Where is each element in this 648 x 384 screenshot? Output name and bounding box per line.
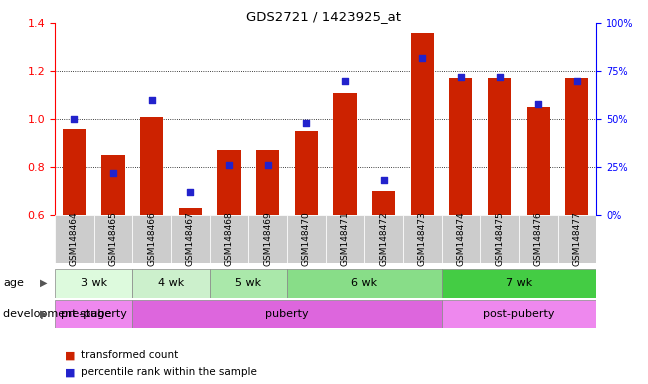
Bar xyxy=(256,150,279,215)
Bar xyxy=(63,129,86,215)
Text: 5 wk: 5 wk xyxy=(235,278,261,288)
Text: pre-puberty: pre-puberty xyxy=(61,309,126,319)
Bar xyxy=(527,107,550,215)
Bar xyxy=(333,93,356,215)
Bar xyxy=(287,269,441,298)
Point xyxy=(185,189,196,195)
Text: GDS2721 / 1423925_at: GDS2721 / 1423925_at xyxy=(246,10,402,23)
Text: age: age xyxy=(3,278,24,288)
Point xyxy=(301,120,312,126)
Text: GSM148470: GSM148470 xyxy=(302,212,311,266)
Bar xyxy=(179,208,202,215)
Point xyxy=(494,74,505,80)
Text: GSM148474: GSM148474 xyxy=(456,212,465,266)
Bar xyxy=(94,215,132,263)
Bar xyxy=(557,215,596,263)
Bar xyxy=(325,215,364,263)
Bar xyxy=(295,131,318,215)
Text: ▶: ▶ xyxy=(40,309,48,319)
Text: development stage: development stage xyxy=(3,309,111,319)
Bar xyxy=(248,215,287,263)
Point xyxy=(533,101,544,107)
Point xyxy=(572,78,582,84)
Bar xyxy=(210,269,287,298)
Bar xyxy=(441,300,596,328)
Bar xyxy=(55,269,132,298)
Point xyxy=(224,162,234,168)
Point xyxy=(69,116,80,122)
Text: GSM148476: GSM148476 xyxy=(534,212,542,266)
Text: percentile rank within the sample: percentile rank within the sample xyxy=(81,367,257,377)
Bar xyxy=(55,300,132,328)
Bar xyxy=(217,150,240,215)
Text: 4 wk: 4 wk xyxy=(158,278,184,288)
Bar xyxy=(449,78,472,215)
Bar xyxy=(488,78,511,215)
Point xyxy=(262,162,273,168)
Bar xyxy=(132,215,171,263)
Text: GSM148469: GSM148469 xyxy=(263,212,272,266)
Bar xyxy=(102,155,124,215)
Bar xyxy=(519,215,557,263)
Text: 6 wk: 6 wk xyxy=(351,278,377,288)
Text: GSM148464: GSM148464 xyxy=(70,212,79,266)
Bar xyxy=(441,215,480,263)
Bar xyxy=(140,117,163,215)
Bar xyxy=(565,78,588,215)
Text: ■: ■ xyxy=(65,367,75,377)
Point xyxy=(417,55,428,61)
Point xyxy=(378,177,389,184)
Bar xyxy=(287,215,325,263)
Text: ■: ■ xyxy=(65,350,75,360)
Text: 7 wk: 7 wk xyxy=(505,278,532,288)
Text: GSM148467: GSM148467 xyxy=(186,212,195,266)
Text: post-puberty: post-puberty xyxy=(483,309,555,319)
Bar xyxy=(403,215,441,263)
Bar xyxy=(411,33,434,215)
Text: GSM148475: GSM148475 xyxy=(495,212,504,266)
Bar xyxy=(210,215,248,263)
Bar xyxy=(132,300,441,328)
Text: GSM148468: GSM148468 xyxy=(224,212,233,266)
Point xyxy=(108,170,118,176)
Point xyxy=(456,74,466,80)
Text: GSM148466: GSM148466 xyxy=(147,212,156,266)
Text: GSM148473: GSM148473 xyxy=(418,212,427,266)
Bar xyxy=(55,215,94,263)
Bar xyxy=(364,215,403,263)
Bar xyxy=(171,215,210,263)
Bar xyxy=(372,191,395,215)
Bar xyxy=(441,269,596,298)
Text: puberty: puberty xyxy=(265,309,309,319)
Text: GSM148477: GSM148477 xyxy=(572,212,581,266)
Bar xyxy=(132,269,210,298)
Point xyxy=(340,78,350,84)
Bar xyxy=(480,215,519,263)
Text: transformed count: transformed count xyxy=(81,350,178,360)
Point xyxy=(146,97,157,103)
Text: GSM148465: GSM148465 xyxy=(109,212,117,266)
Text: GSM148472: GSM148472 xyxy=(379,212,388,266)
Text: GSM148471: GSM148471 xyxy=(340,212,349,266)
Text: 3 wk: 3 wk xyxy=(80,278,107,288)
Text: ▶: ▶ xyxy=(40,278,48,288)
